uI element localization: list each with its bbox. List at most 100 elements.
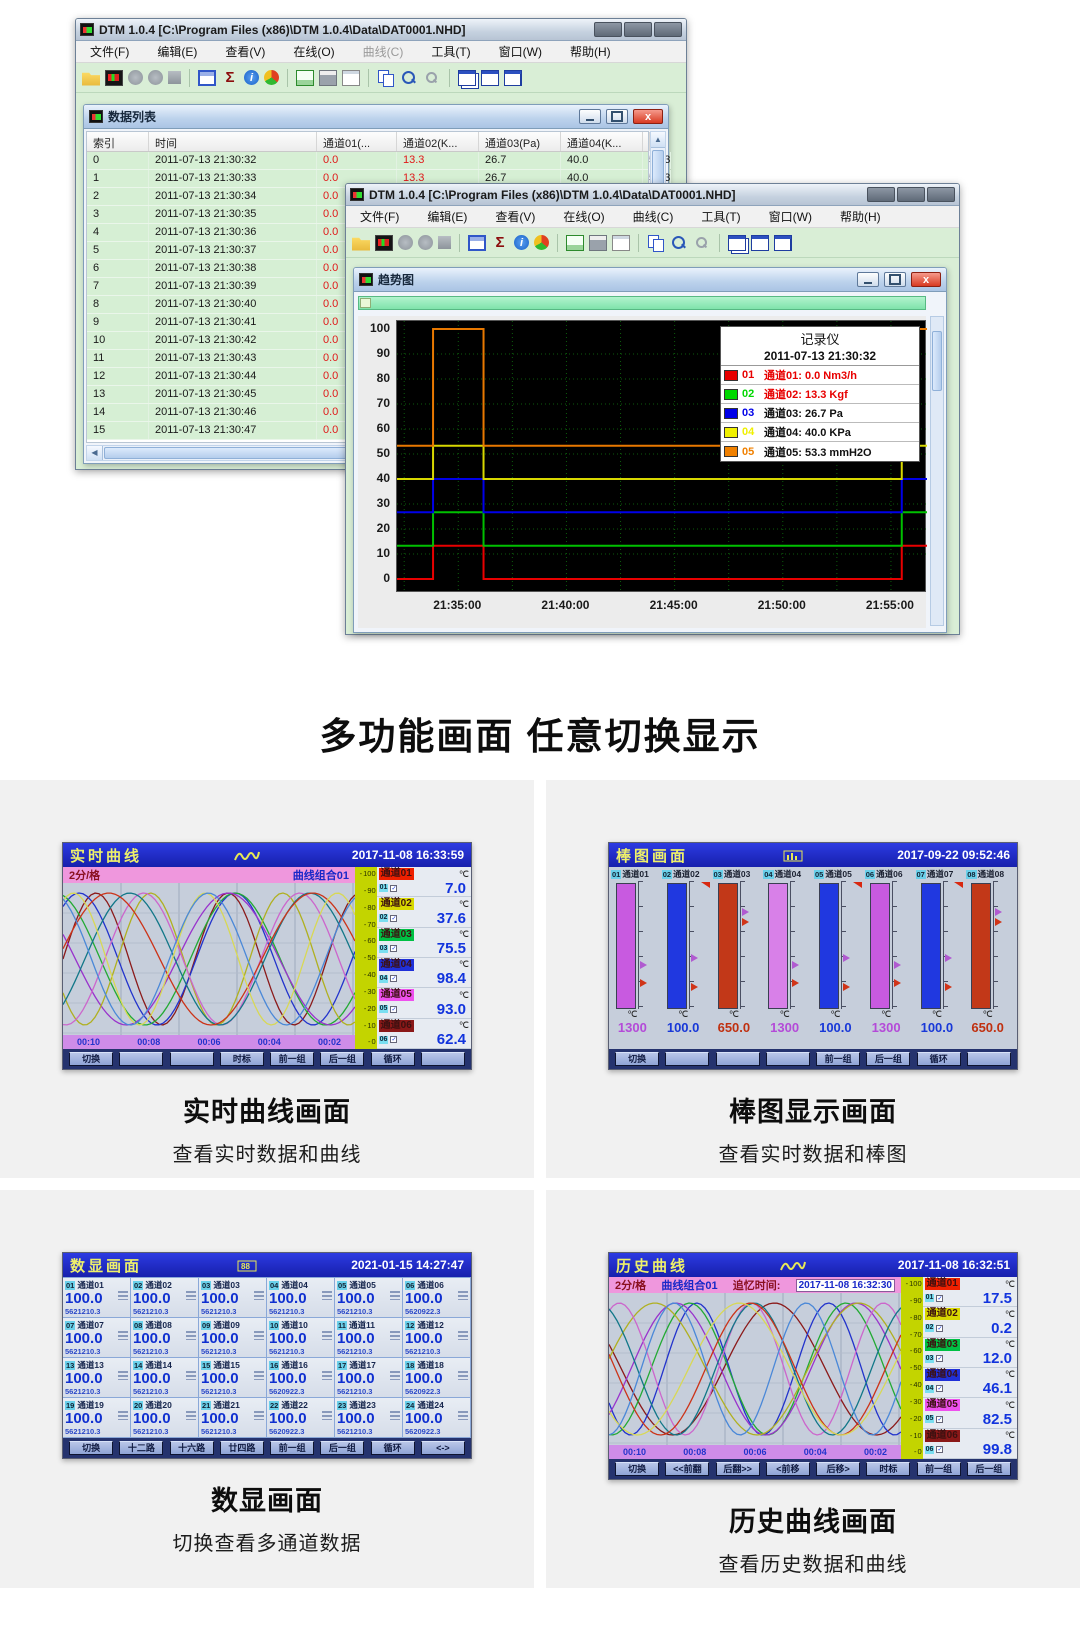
menu-handle-icon[interactable] — [458, 1411, 468, 1420]
screen-button-后翻>>[interactable]: 后翻>> — [715, 1462, 760, 1476]
channel-item[interactable]: 通道06 ℃ 06 ✓ 99.8 — [922, 1429, 1017, 1459]
column-header[interactable]: 通道03(Pa) — [479, 132, 561, 151]
trend-vertical-scrollbar[interactable] — [930, 316, 944, 626]
pie-chart-icon[interactable] — [534, 235, 549, 250]
checkbox-icon[interactable]: ✓ — [936, 1324, 944, 1332]
column-header[interactable]: 通道02(K... — [397, 132, 479, 151]
cascade-windows-icon[interactable] — [458, 69, 476, 86]
chart-monitor-icon[interactable] — [105, 69, 123, 86]
screen-button-时标[interactable]: 时标 — [219, 1052, 264, 1066]
stop-gray-icon[interactable] — [168, 71, 181, 84]
scroll-left-icon[interactable]: ◀ — [87, 446, 103, 460]
screen-button-后一组[interactable]: 后一组 — [320, 1441, 365, 1455]
menu-handle-icon[interactable] — [186, 1331, 196, 1340]
menu-handle-icon[interactable] — [322, 1291, 332, 1300]
screen-button[interactable] — [966, 1052, 1011, 1066]
recall-time-value[interactable]: 2017-11-08 16:32:30 — [795, 1278, 895, 1292]
chart-monitor-icon[interactable] — [375, 234, 393, 251]
column-header[interactable]: 通道05(... — [643, 132, 650, 151]
stop-gray-icon[interactable] — [438, 236, 451, 249]
menu-handle-icon[interactable] — [254, 1331, 264, 1340]
screen-button-前一组[interactable]: 前一组 — [916, 1462, 961, 1476]
channel-item[interactable]: 通道01 ℃ 01 ✓ 17.5 — [922, 1277, 1017, 1308]
screen-button-切换[interactable]: 切换 — [615, 1052, 660, 1066]
export-doc-icon[interactable] — [566, 234, 584, 251]
checkbox-icon[interactable]: ✓ — [936, 1415, 944, 1423]
menu-item-7[interactable]: 窗口(W) — [498, 45, 542, 59]
maximize-button[interactable] — [884, 272, 906, 287]
zoom-icon[interactable] — [670, 235, 688, 251]
close-button[interactable]: x — [633, 109, 663, 124]
menu-handle-icon[interactable] — [118, 1411, 128, 1420]
pie-chart-icon[interactable] — [264, 70, 279, 85]
channel-item[interactable]: 通道04 ℃ 04 ✓ 98.4 — [376, 958, 471, 989]
menu-handle-icon[interactable] — [186, 1371, 196, 1380]
menu-handle-icon[interactable] — [458, 1331, 468, 1340]
screen-button-后一组[interactable]: 后一组 — [866, 1052, 911, 1066]
tile-horizontal-icon[interactable] — [751, 234, 769, 251]
menu-item-4[interactable]: 在线(O) — [293, 45, 335, 59]
menu-handle-icon[interactable] — [118, 1371, 128, 1380]
datalist-titlebar[interactable]: 数据列表 x — [84, 105, 668, 129]
screen-button[interactable] — [169, 1052, 214, 1066]
menu-handle-icon[interactable] — [186, 1291, 196, 1300]
screen-button[interactable] — [119, 1052, 164, 1066]
menu-item-5[interactable]: 曲线(C) — [632, 210, 674, 224]
print-preview-icon[interactable] — [342, 69, 360, 86]
menu-handle-icon[interactable] — [390, 1331, 400, 1340]
record-gray2-icon[interactable] — [418, 235, 433, 250]
menu-handle-icon[interactable] — [254, 1291, 264, 1300]
copy-icon[interactable] — [647, 234, 665, 252]
channel-item[interactable]: 通道03 ℃ 03 ✓ 75.5 — [376, 928, 471, 958]
screen-button-前一组[interactable]: 前一组 — [270, 1052, 315, 1066]
copy-icon[interactable] — [377, 69, 395, 87]
menu-handle-icon[interactable] — [390, 1291, 400, 1300]
screen-button-廿四路[interactable]: 廿四路 — [219, 1441, 264, 1455]
menu-handle-icon[interactable] — [390, 1371, 400, 1380]
screen-button-后移>[interactable]: 后移> — [816, 1462, 861, 1476]
menu-item-3[interactable]: 查看(V) — [495, 210, 536, 224]
cascade-windows-icon[interactable] — [728, 234, 746, 251]
menu-item-1[interactable]: 文件(F) — [90, 45, 130, 59]
screen-button-循环[interactable]: 循环 — [370, 1052, 415, 1066]
checkbox-icon[interactable]: ✓ — [936, 1294, 944, 1302]
menu-handle-icon[interactable] — [254, 1411, 264, 1420]
menu-item-6[interactable]: 工具(T) — [431, 45, 471, 59]
screen-button[interactable] — [715, 1052, 760, 1066]
open-folder-icon[interactable] — [82, 72, 100, 86]
trend-titlebar[interactable]: 趋势图 x — [354, 268, 946, 292]
channel-item[interactable]: 通道02 ℃ 02 ✓ 0.2 — [922, 1307, 1017, 1338]
menu-handle-icon[interactable] — [254, 1371, 264, 1380]
record-gray2-icon[interactable] — [148, 70, 163, 85]
scroll-thumb[interactable] — [360, 298, 371, 308]
screen-button-切换[interactable]: 切换 — [615, 1462, 660, 1476]
tile-horizontal-icon[interactable] — [481, 69, 499, 86]
trend-scroll-strip[interactable] — [358, 296, 926, 310]
screen-button-后一组[interactable]: 后一组 — [966, 1462, 1011, 1476]
sigma-icon[interactable]: Σ — [495, 234, 505, 251]
menu-item-2[interactable]: 编辑(E) — [157, 45, 198, 59]
channel-item[interactable]: 通道05 ℃ 05 ✓ 82.5 — [922, 1398, 1017, 1429]
channel-item[interactable]: 通道03 ℃ 03 ✓ 12.0 — [922, 1338, 1017, 1368]
menu-item-5[interactable]: 曲线(C) — [362, 45, 404, 59]
screen-button-循环[interactable]: 循环 — [916, 1052, 961, 1066]
column-header[interactable]: 通道04(K... — [561, 132, 643, 151]
channel-item[interactable]: 通道05 ℃ 05 ✓ 93.0 — [376, 988, 471, 1019]
sigma-icon[interactable]: Σ — [225, 69, 235, 86]
tile-vertical-icon[interactable] — [774, 234, 792, 251]
channel-item[interactable]: 通道02 ℃ 02 ✓ 37.6 — [376, 897, 471, 928]
column-header[interactable]: 通道01(... — [317, 132, 397, 151]
channel-item[interactable]: 通道06 ℃ 06 ✓ 62.4 — [376, 1019, 471, 1049]
zoom-small-icon[interactable] — [693, 235, 711, 251]
minimize-button[interactable] — [867, 187, 895, 202]
screen-button-后一组[interactable]: 后一组 — [320, 1052, 365, 1066]
zoom-icon[interactable] — [400, 70, 418, 86]
menu-handle-icon[interactable] — [322, 1331, 332, 1340]
printer-icon[interactable] — [319, 69, 337, 86]
close-button[interactable] — [654, 22, 682, 37]
screen-button-前一组[interactable]: 前一组 — [270, 1441, 315, 1455]
menu-item-4[interactable]: 在线(O) — [563, 210, 605, 224]
column-header[interactable]: 时间 — [149, 132, 317, 151]
checkbox-icon[interactable]: ✓ — [390, 975, 398, 983]
titlebar[interactable]: DTM 1.0.4 [C:\Program Files (x86)\DTM 1.… — [76, 19, 686, 41]
